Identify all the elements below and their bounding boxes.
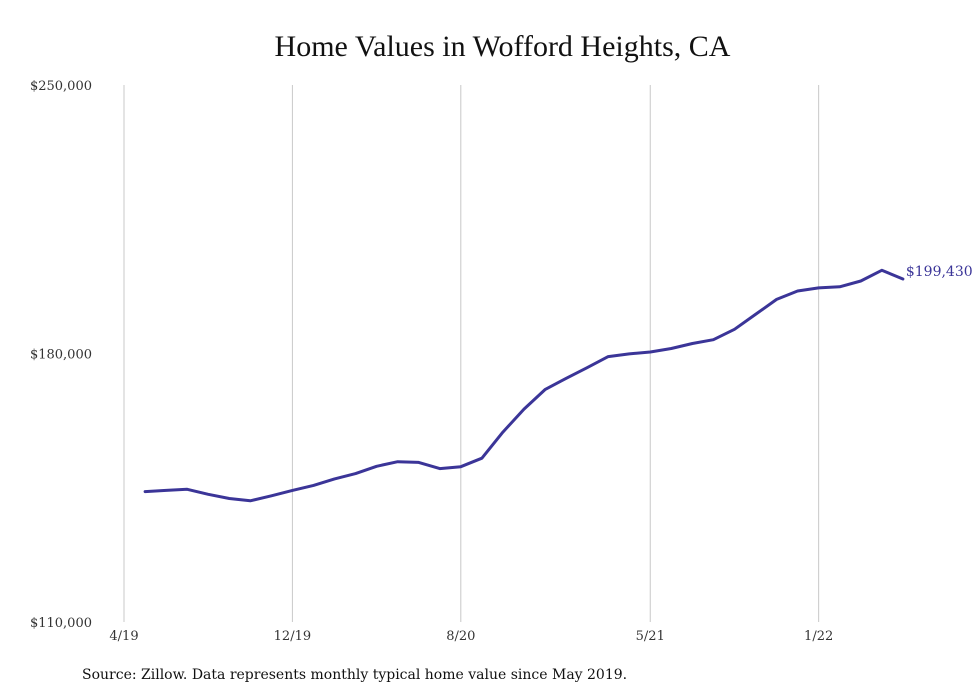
y-tick-label: $180,000 [30,348,92,363]
y-axis: $250,000 $180,000 $110,000 [30,79,92,631]
source-note: Source: Zillow. Data represents monthly … [82,667,628,683]
x-tick-label: 8/20 [446,629,475,644]
x-tick-label: 4/19 [109,629,138,644]
grid-layer [123,85,820,622]
x-tick-label: 5/21 [636,629,665,644]
x-axis: 4/19 12/19 8/20 5/21 1/22 [109,629,833,644]
y-tick-label: $250,000 [30,79,92,94]
x-tick-label: 1/22 [804,629,833,644]
y-tick-label: $110,000 [30,616,92,631]
x-tick-label: 12/19 [274,629,311,644]
series-line [143,268,905,503]
end-value-label: $199,430 [906,264,973,280]
chart-title: Home Values in Wofford Heights, CA [274,30,731,63]
series-layer: $199,430 [143,264,973,503]
